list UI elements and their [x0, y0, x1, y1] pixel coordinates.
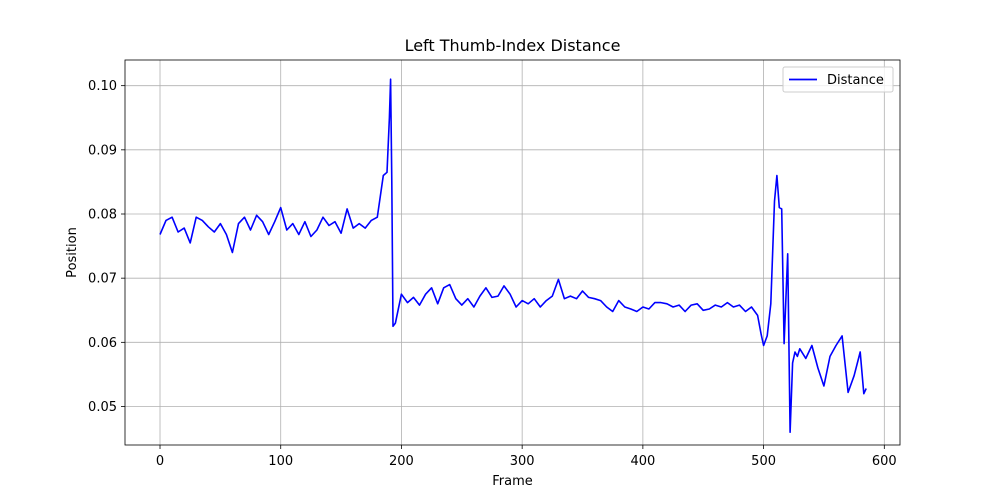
x-tick-label: 400	[630, 454, 655, 469]
x-tick-label: 0	[156, 454, 164, 469]
x-tick-label: 100	[268, 454, 293, 469]
x-tick-label: 200	[389, 454, 414, 469]
x-tick-label: 600	[872, 454, 897, 469]
y-tick-label: 0.07	[88, 272, 117, 287]
y-tick-label: 0.05	[88, 400, 117, 415]
series-layer	[159, 78, 867, 434]
legend: Distance	[782, 66, 894, 93]
y-tick-label: 0.06	[88, 336, 117, 351]
x-tick-label: 300	[510, 454, 535, 469]
y-tick-label: 0.10	[88, 79, 117, 94]
chart-title: Left Thumb-Index Distance	[405, 36, 621, 55]
x-axis-title: Frame	[492, 474, 533, 489]
legend-label-distance: Distance	[827, 73, 884, 88]
plot-frame	[124, 59, 901, 446]
x-tick-label: 500	[751, 454, 776, 469]
series-line-distance	[159, 78, 867, 434]
grid	[125, 60, 900, 445]
y-tick-label: 0.08	[88, 208, 117, 223]
y-tick-label: 0.09	[88, 143, 117, 158]
axis-ticks: 0 100 200 300 400 500 600 0.05 0.06 0.07 0.08 0.09 0…	[88, 79, 897, 469]
legend-box	[782, 66, 894, 93]
y-axis-title: Position	[65, 227, 80, 278]
